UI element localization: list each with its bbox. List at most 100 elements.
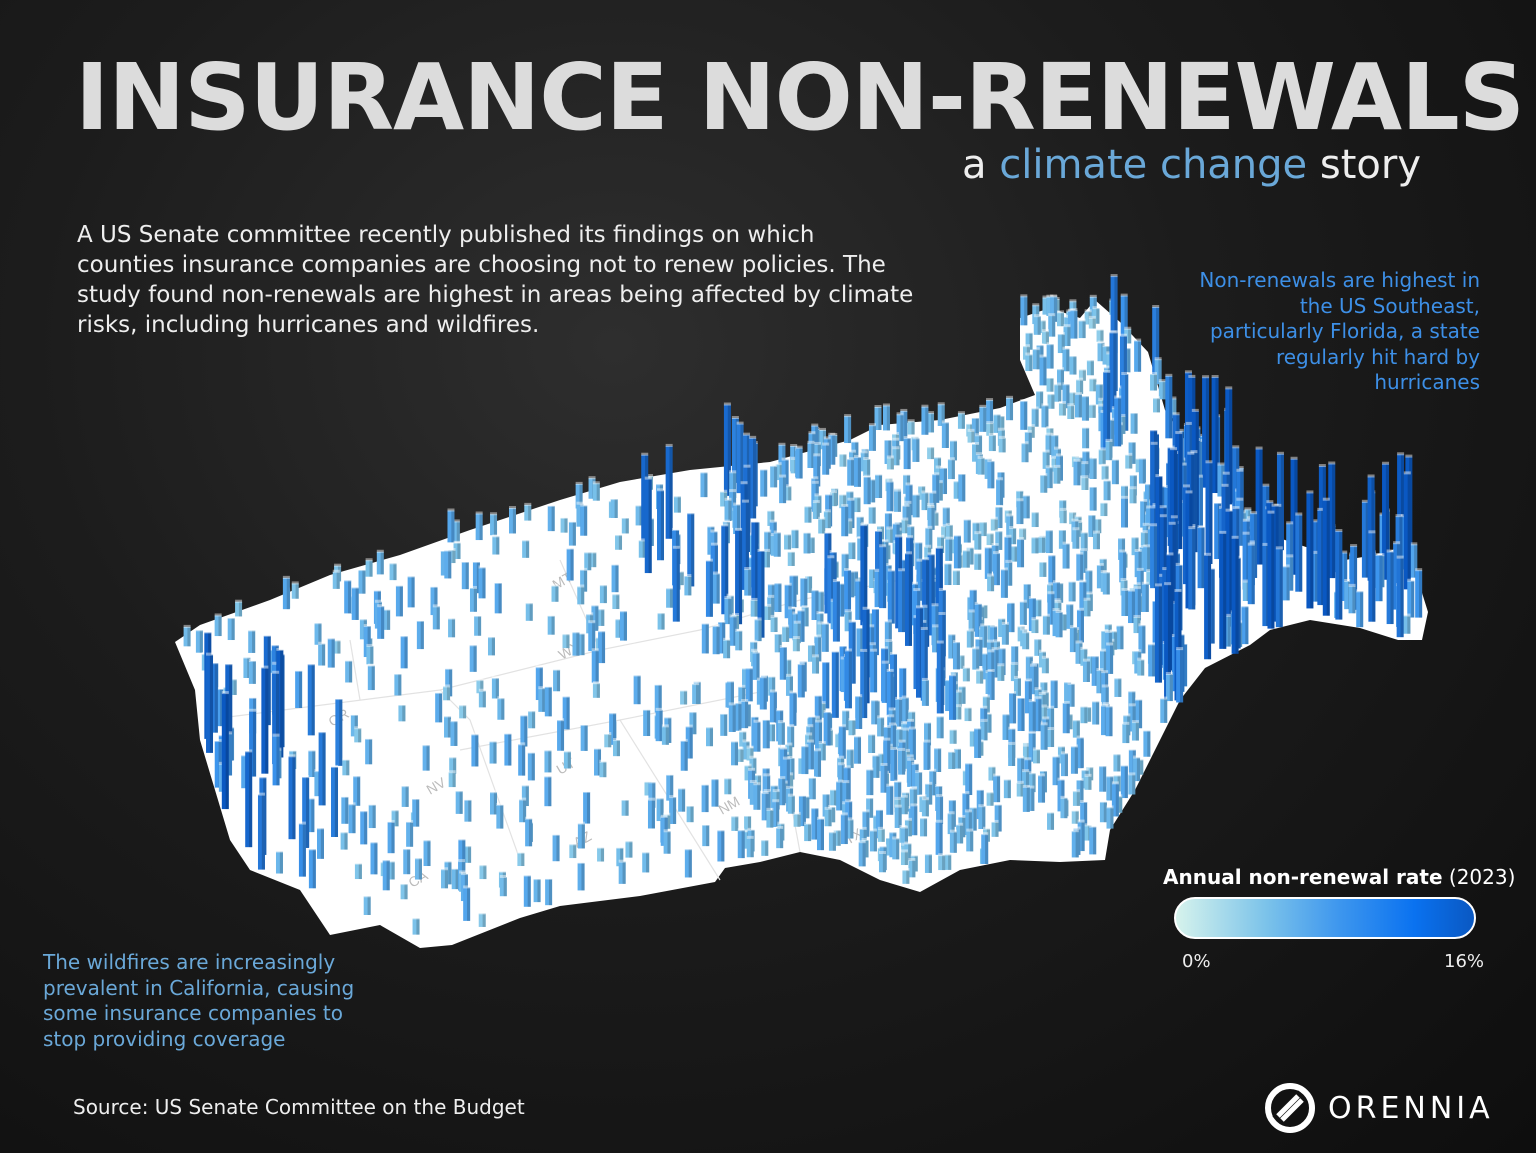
county-bar bbox=[1089, 824, 1097, 855]
county-bar bbox=[489, 739, 497, 764]
county-bar bbox=[308, 748, 316, 778]
county-bar bbox=[934, 746, 942, 773]
county-bar bbox=[1223, 613, 1231, 647]
county-bar bbox=[1397, 452, 1405, 567]
county-bar bbox=[816, 589, 824, 613]
county-bar bbox=[1375, 553, 1383, 602]
county-bar bbox=[1039, 704, 1047, 721]
county-bar bbox=[568, 519, 576, 546]
county-bar bbox=[598, 629, 606, 664]
county-bar bbox=[592, 681, 600, 698]
california-annotation: The wildfires are increasingly prevalent… bbox=[43, 950, 355, 1051]
county-bar bbox=[451, 866, 459, 890]
county-bar bbox=[1048, 553, 1056, 589]
county-bar bbox=[282, 575, 290, 610]
county-bar bbox=[403, 847, 411, 875]
county-bar bbox=[1088, 315, 1096, 329]
page-subtitle: a climate change story bbox=[962, 142, 1421, 188]
county-bar bbox=[1045, 432, 1053, 455]
county-bar bbox=[847, 457, 855, 486]
county-bar bbox=[1086, 358, 1094, 376]
brand-logo: ORENNIA bbox=[1262, 1080, 1494, 1136]
county-bar bbox=[1057, 367, 1065, 390]
county-bar bbox=[986, 398, 994, 430]
county-bar bbox=[383, 607, 391, 630]
county-bar bbox=[979, 404, 987, 432]
county-bar bbox=[669, 795, 677, 824]
county-bar bbox=[784, 582, 792, 619]
county-bar bbox=[956, 822, 964, 844]
county-bar bbox=[1082, 658, 1090, 682]
county-bar bbox=[450, 719, 458, 746]
county-bar bbox=[476, 678, 484, 694]
county-bar bbox=[673, 494, 681, 513]
county-bar bbox=[1211, 375, 1219, 494]
county-bar bbox=[853, 495, 861, 513]
county-bar bbox=[1039, 560, 1047, 577]
county-bar bbox=[363, 624, 371, 658]
county-bar bbox=[227, 616, 235, 641]
county-bar bbox=[1036, 389, 1044, 409]
county-bar bbox=[1041, 403, 1049, 428]
county-bar bbox=[884, 619, 892, 650]
county-bar bbox=[490, 790, 498, 815]
county-bar bbox=[902, 868, 910, 884]
county-bar bbox=[577, 860, 585, 891]
county-bar bbox=[447, 508, 455, 543]
county-bar bbox=[387, 859, 395, 880]
county-bar bbox=[822, 792, 830, 817]
county-bar bbox=[1079, 579, 1087, 613]
county-bar bbox=[308, 847, 316, 889]
county-bar bbox=[1133, 755, 1141, 782]
county-bar bbox=[823, 710, 831, 746]
county-bar bbox=[720, 489, 728, 507]
county-bar bbox=[1225, 386, 1233, 505]
county-bar bbox=[538, 686, 546, 712]
county-bar bbox=[422, 743, 430, 771]
county-bar bbox=[739, 729, 747, 747]
county-bar bbox=[927, 411, 935, 433]
county-bar bbox=[813, 453, 821, 487]
county-bar bbox=[1152, 305, 1160, 375]
county-bar bbox=[833, 828, 841, 846]
county-bar bbox=[551, 583, 559, 602]
county-bar bbox=[953, 746, 961, 769]
county-bar bbox=[972, 646, 980, 670]
legend-year: (2023) bbox=[1448, 865, 1516, 889]
orennia-logo-icon bbox=[1265, 1083, 1315, 1133]
county-bar bbox=[825, 492, 833, 527]
county-bar bbox=[1101, 463, 1109, 480]
county-bar bbox=[1110, 274, 1118, 354]
county-bar bbox=[731, 739, 739, 766]
county-bar bbox=[1137, 657, 1145, 676]
county-bar bbox=[350, 712, 358, 737]
county-bar bbox=[895, 727, 903, 749]
county-bar bbox=[942, 505, 950, 530]
county-bar bbox=[1103, 369, 1111, 452]
county-bar bbox=[791, 527, 799, 549]
county-bar bbox=[816, 816, 824, 851]
county-bar bbox=[1128, 588, 1136, 624]
county-bar bbox=[977, 455, 985, 475]
county-bar bbox=[1138, 456, 1146, 484]
county-bar bbox=[846, 817, 854, 839]
county-bar bbox=[1066, 602, 1074, 629]
county-bar bbox=[1348, 583, 1356, 614]
source-note: Source: US Senate Committee on the Budge… bbox=[73, 1095, 525, 1119]
county-bar bbox=[1133, 586, 1141, 621]
county-bar bbox=[1047, 591, 1055, 625]
county-bar bbox=[792, 636, 800, 652]
county-bar bbox=[962, 548, 970, 568]
county-bar bbox=[762, 548, 770, 568]
county-bar bbox=[828, 432, 836, 465]
county-bar bbox=[855, 694, 863, 729]
county-bar bbox=[1028, 699, 1036, 733]
county-bar bbox=[395, 583, 403, 617]
county-bar bbox=[398, 703, 406, 722]
county-bar bbox=[944, 852, 952, 870]
county-bar bbox=[998, 646, 1006, 676]
county-bar bbox=[348, 802, 356, 834]
county-bar bbox=[291, 581, 299, 599]
county-bar bbox=[562, 694, 570, 730]
county-bar bbox=[1059, 611, 1067, 631]
